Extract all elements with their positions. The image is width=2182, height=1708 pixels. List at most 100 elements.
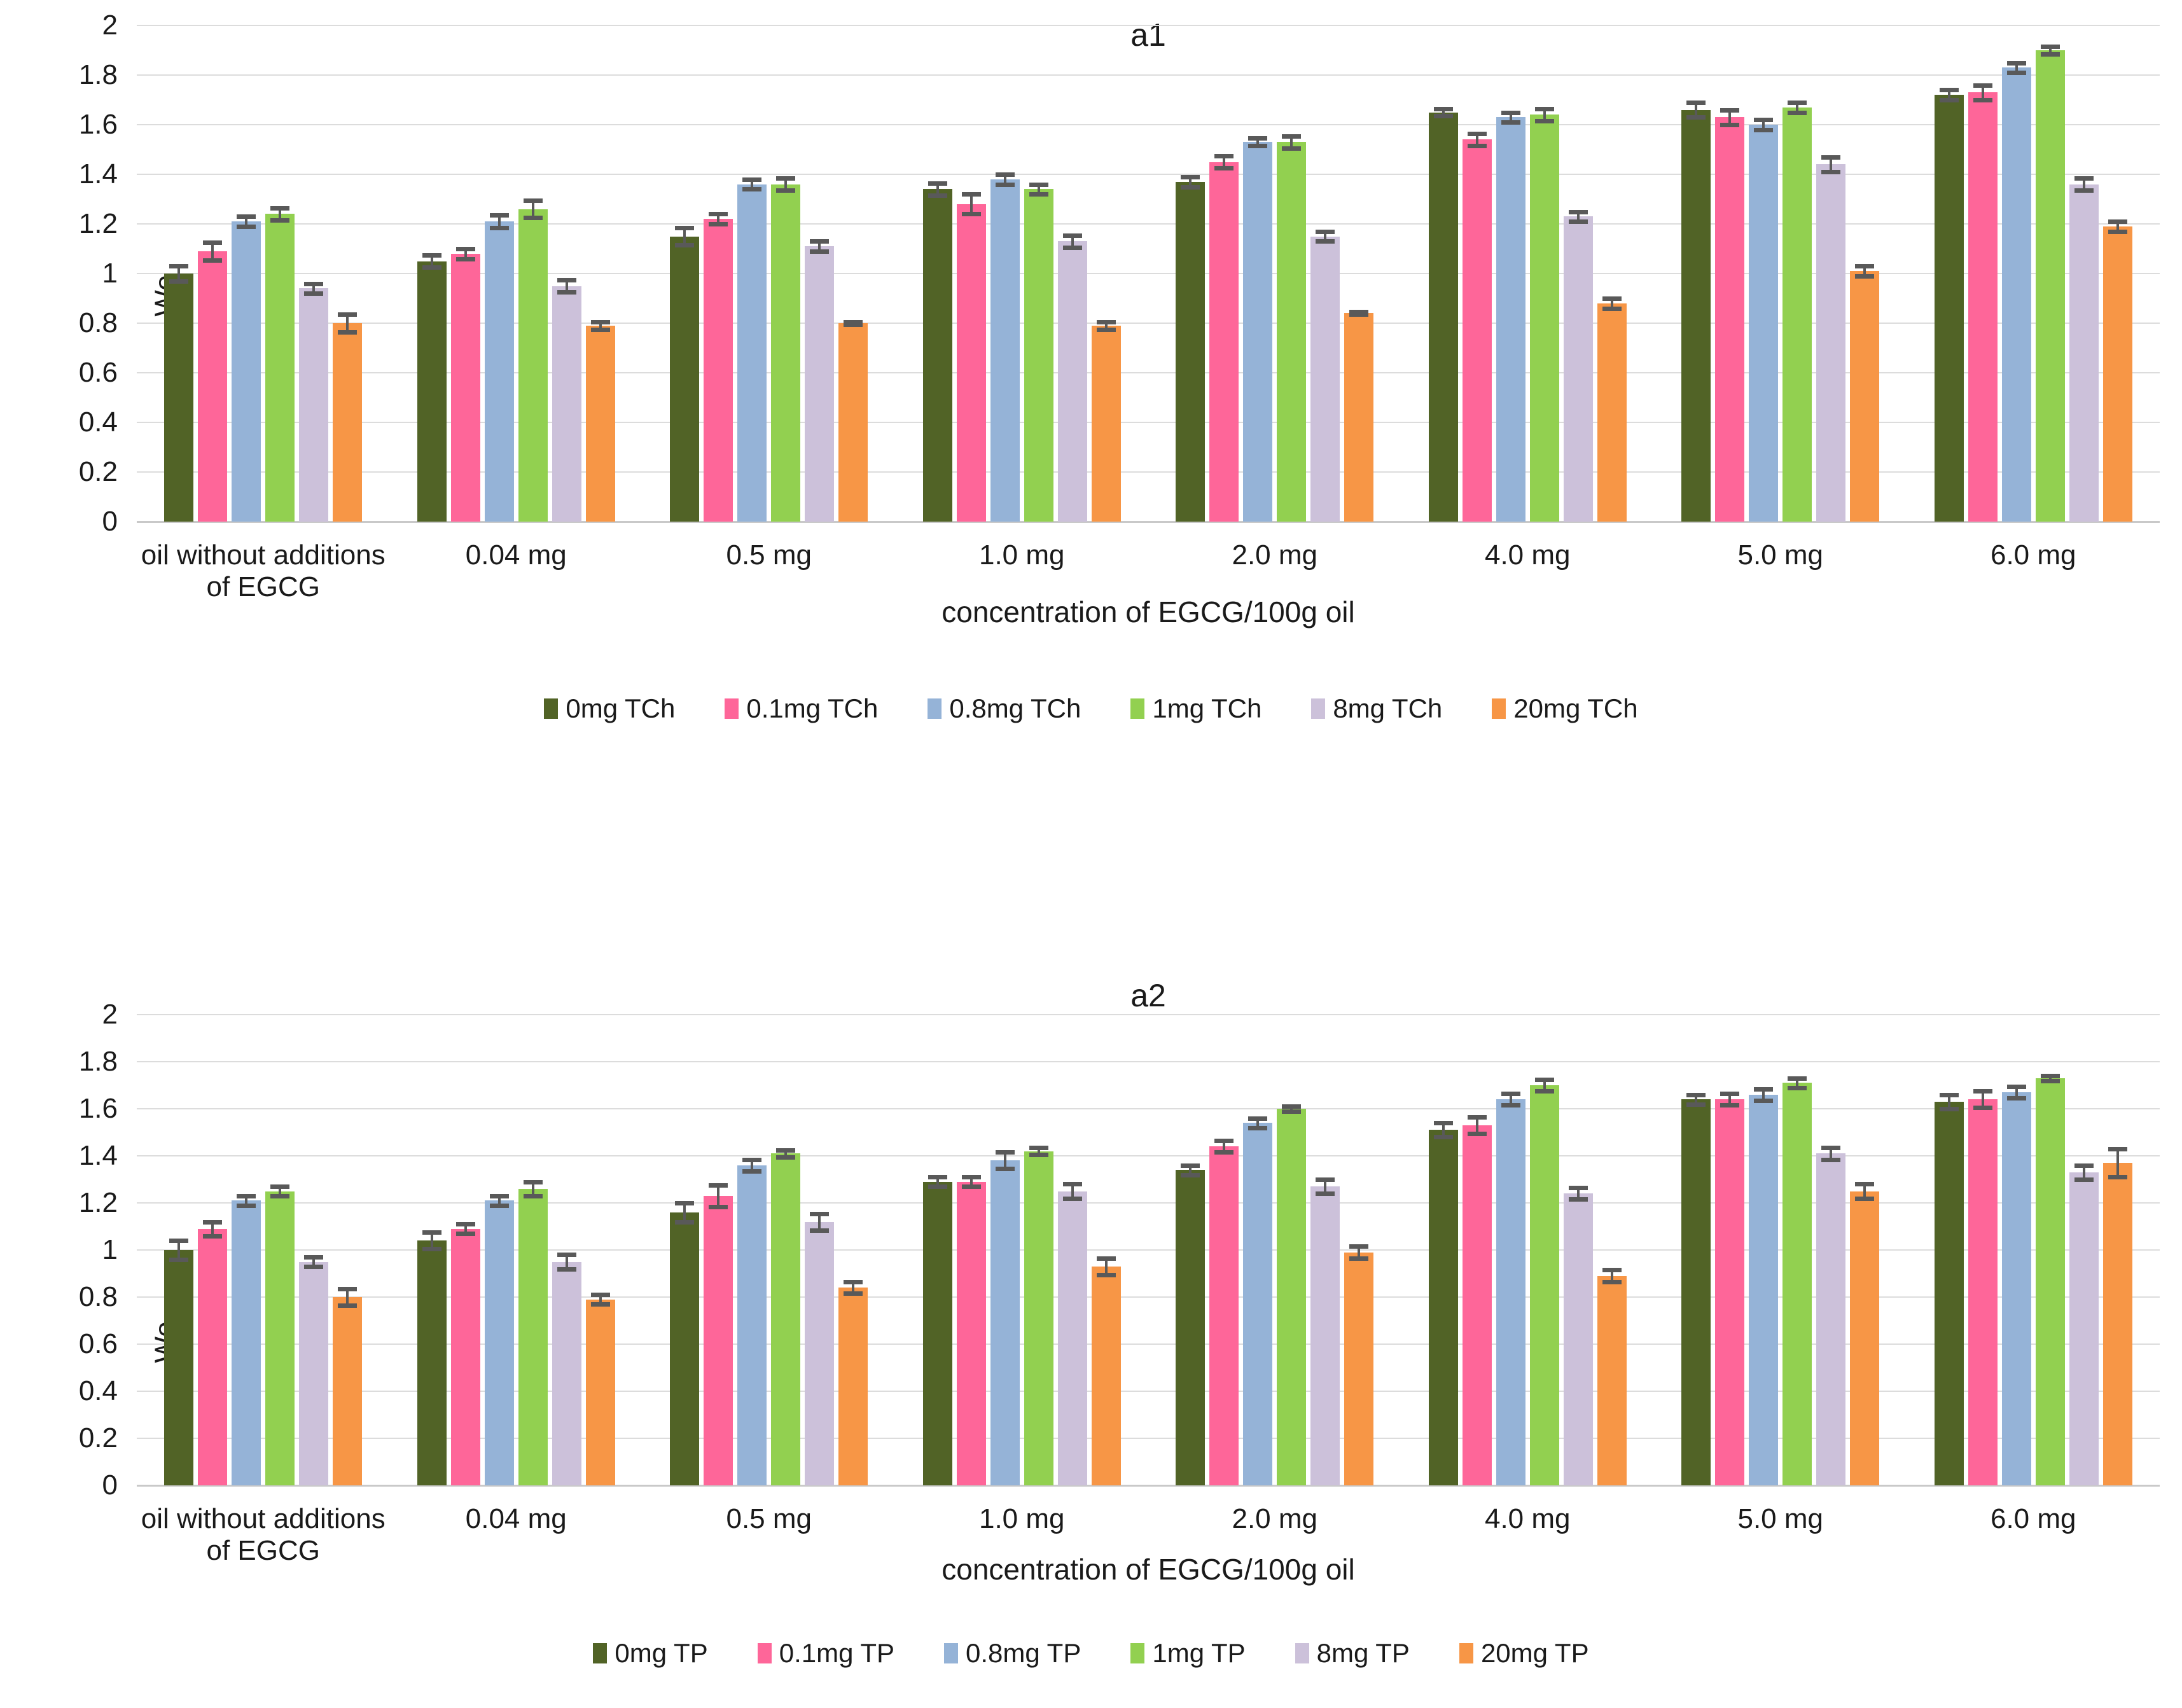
error-bar-cap bbox=[1821, 1157, 1841, 1162]
error-bar-cap bbox=[455, 1222, 475, 1227]
error-bar-cap bbox=[1316, 229, 1335, 234]
error-bar-cap bbox=[455, 256, 475, 261]
bar-0.8mg-TCh bbox=[232, 221, 261, 522]
error-bar bbox=[1947, 1094, 1950, 1109]
error-bar-cap bbox=[742, 1157, 762, 1162]
error-bar bbox=[1256, 1118, 1260, 1128]
bar-0mg-TP bbox=[1428, 1130, 1458, 1485]
bar-8mg-TCh bbox=[2069, 184, 2099, 522]
bar-0.1mg-TCh bbox=[956, 204, 986, 522]
error-bar bbox=[1695, 1094, 1698, 1104]
bar-8mg-TP bbox=[1310, 1186, 1340, 1485]
x-category-label: 1.0 mg bbox=[978, 539, 1065, 571]
x-category-label: 2.0 mg bbox=[1232, 539, 1317, 571]
bar-20mg-TP bbox=[333, 1297, 363, 1485]
legend-swatch bbox=[944, 1643, 959, 1663]
x-axis-baseline bbox=[137, 1485, 2160, 1487]
error-bar bbox=[2116, 1148, 2119, 1177]
error-bar-cap bbox=[1181, 184, 1200, 190]
error-bar-cap bbox=[2108, 219, 2127, 225]
error-bar bbox=[1610, 1270, 1613, 1282]
bar-1mg-TCh bbox=[1277, 142, 1307, 522]
error-bar-cap bbox=[203, 1219, 223, 1225]
error-bar-cap bbox=[1720, 1091, 1740, 1096]
bar-20mg-TP bbox=[1597, 1275, 1627, 1485]
gridline bbox=[137, 372, 2160, 373]
gridline bbox=[137, 273, 2160, 274]
error-bar bbox=[1543, 1079, 1546, 1092]
chart-title: a2 bbox=[1130, 978, 1166, 1013]
error-bar-cap bbox=[928, 1184, 947, 1190]
x-category-label: 4.0 mg bbox=[1484, 1503, 1571, 1534]
error-bar-cap bbox=[1501, 1091, 1520, 1096]
legend-label: 0mg TCh bbox=[566, 693, 676, 723]
error-bar-cap bbox=[1855, 264, 1875, 269]
error-bar-cap bbox=[776, 1148, 796, 1153]
bar-0.1mg-TP bbox=[1715, 1099, 1745, 1485]
error-bar bbox=[1104, 1258, 1108, 1275]
error-bar bbox=[346, 314, 349, 332]
x-axis-title: concentration of EGCG/100g oil bbox=[942, 595, 1355, 628]
error-bar-cap bbox=[844, 320, 863, 325]
error-bar-cap bbox=[2040, 45, 2060, 50]
legend-item: 8mg TCh bbox=[1311, 693, 1442, 724]
error-bar-cap bbox=[304, 1264, 324, 1269]
error-bar-cap bbox=[1788, 1076, 1807, 1081]
y-tick-label: 1.4 bbox=[78, 158, 118, 190]
error-bar-cap bbox=[1316, 1177, 1335, 1182]
error-bar-cap bbox=[1433, 106, 1453, 111]
error-bar-cap bbox=[237, 1203, 256, 1208]
error-bar bbox=[818, 241, 821, 251]
error-bar bbox=[1442, 108, 1445, 116]
gridline bbox=[137, 174, 2160, 175]
error-bar bbox=[1981, 1091, 1984, 1108]
error-bar-cap bbox=[489, 1193, 509, 1198]
error-bar bbox=[1796, 1078, 1799, 1088]
bar-0.1mg-TP bbox=[956, 1181, 986, 1485]
bar-1mg-TCh bbox=[518, 209, 548, 522]
error-bar-cap bbox=[1501, 120, 1520, 125]
error-bar-cap bbox=[1316, 1191, 1335, 1197]
bar-8mg-TP bbox=[552, 1261, 581, 1485]
error-bar-cap bbox=[557, 290, 576, 295]
legend-swatch bbox=[725, 698, 739, 719]
bar-20mg-TP bbox=[1091, 1266, 1121, 1485]
error-bar-cap bbox=[928, 193, 947, 198]
legend-swatch bbox=[1295, 1643, 1309, 1663]
y-tick-label: 1.2 bbox=[78, 208, 118, 239]
bar-0.1mg-TP bbox=[1968, 1099, 1998, 1485]
error-bar-cap bbox=[169, 1257, 189, 1262]
x-category-label: 6.0 mg bbox=[1990, 1503, 2076, 1534]
error-bar-cap bbox=[169, 1239, 189, 1244]
error-bar bbox=[1324, 231, 1327, 242]
bar-0mg-TP bbox=[417, 1240, 447, 1485]
error-bar bbox=[2116, 221, 2119, 232]
error-bar-cap bbox=[1788, 110, 1807, 115]
error-bar-cap bbox=[1568, 1185, 1588, 1190]
error-bar-cap bbox=[1282, 134, 1302, 139]
error-bar-cap bbox=[1568, 209, 1588, 214]
error-bar-cap bbox=[489, 213, 509, 218]
error-bar-cap bbox=[1602, 306, 1622, 311]
error-bar-cap bbox=[675, 1201, 695, 1205]
bar-0.1mg-TCh bbox=[1715, 117, 1745, 522]
error-bar-cap bbox=[2108, 1175, 2127, 1180]
bar-0mg-TP bbox=[164, 1250, 194, 1485]
x-category-label: 1.0 mg bbox=[978, 1503, 1065, 1534]
error-bar bbox=[1610, 298, 1613, 309]
bar-0mg-TP bbox=[922, 1181, 952, 1485]
y-tick-label: 1 bbox=[102, 1234, 118, 1265]
error-bar bbox=[1728, 1093, 1732, 1106]
error-bar bbox=[1071, 1184, 1074, 1198]
legend-item: 8mg TP bbox=[1295, 1638, 1410, 1669]
error-bar-cap bbox=[1686, 100, 1706, 105]
bar-0.1mg-TCh bbox=[704, 219, 733, 522]
error-bar-cap bbox=[709, 1183, 728, 1188]
error-bar bbox=[2082, 177, 2085, 191]
error-bar bbox=[312, 1257, 316, 1267]
error-bar bbox=[430, 254, 433, 268]
bar-8mg-TCh bbox=[1563, 216, 1593, 522]
error-bar-cap bbox=[742, 1169, 762, 1174]
plot-area: Wo 00.20.40.60.811.21.41.61.82 bbox=[79, 10, 2160, 537]
error-bar-cap bbox=[1248, 1116, 1268, 1121]
